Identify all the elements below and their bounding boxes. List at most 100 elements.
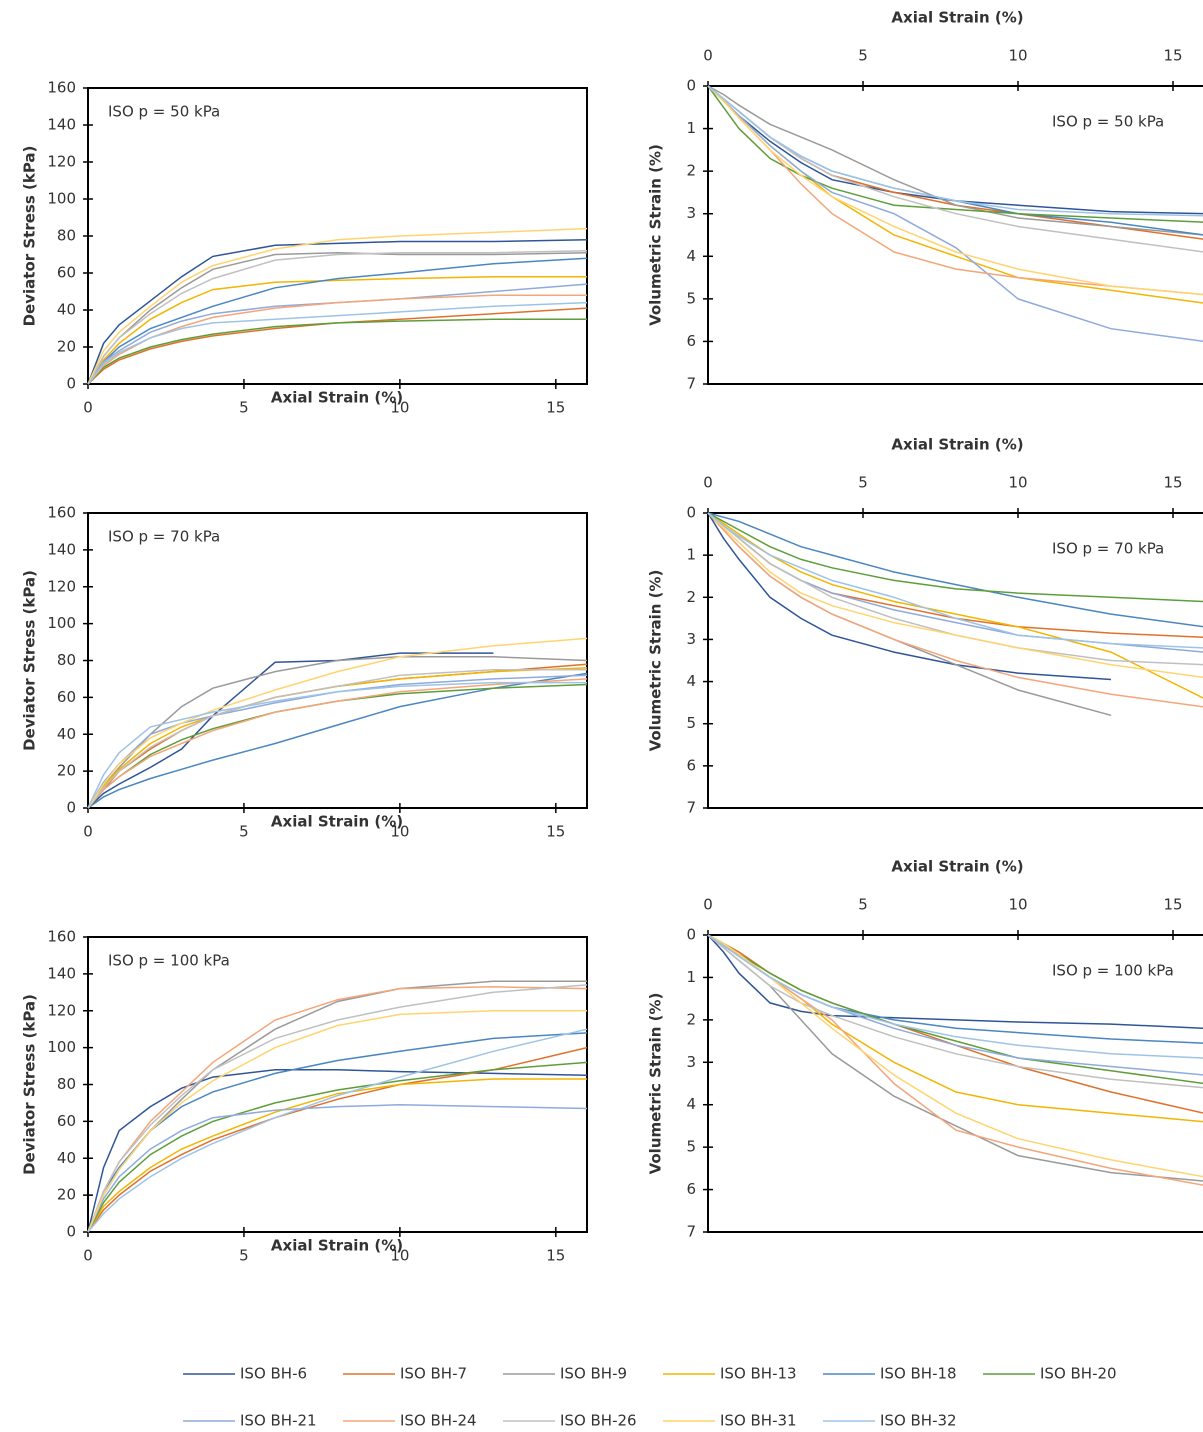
y-tick-label: 0 — [686, 504, 696, 522]
series-line — [87, 637, 588, 809]
y-tick-label: 40 — [57, 1149, 76, 1167]
y-tick-label: 2 — [686, 1010, 696, 1028]
y-tick-label: 80 — [57, 651, 76, 669]
plot-frame — [87, 87, 588, 385]
series-line — [87, 275, 587, 385]
y-tick-label: 3 — [686, 204, 696, 222]
series-line — [87, 318, 587, 385]
y-axis-title: Deviator Stress (kPa) — [21, 994, 39, 1175]
y-tick-label: 2 — [686, 588, 696, 606]
y-tick-label: 20 — [57, 762, 76, 780]
series-line — [707, 934, 1203, 1085]
series-line — [87, 283, 588, 385]
series-line — [707, 512, 1203, 708]
series-line — [87, 668, 587, 809]
y-tick-label: 5 — [686, 714, 696, 732]
x-tick-label: 5 — [239, 1247, 249, 1265]
series-line — [707, 512, 1203, 603]
x-tick-label: 15 — [1163, 474, 1182, 492]
series-line — [87, 307, 588, 385]
series-line — [707, 512, 1112, 717]
y-tick-label: 2 — [686, 162, 696, 180]
series-line — [707, 512, 1203, 699]
series-line — [707, 85, 1203, 343]
y-tick-label: 4 — [686, 672, 696, 690]
y-tick-label: 60 — [57, 688, 76, 706]
series-line — [87, 227, 588, 385]
chart: 0 20 40 60 80 100 120 140 160 0 5 10 15 Axial Strain … — [21, 504, 588, 841]
series-line — [87, 652, 494, 809]
y-tick-label: 140 — [47, 116, 76, 134]
x-axis-title: Axial Strain (%) — [891, 858, 1023, 876]
legend-label: ISO BH-18 — [880, 1365, 957, 1383]
x-tick-label: 15 — [546, 1247, 565, 1265]
annotation: ISO p = 100 kPa — [108, 952, 230, 970]
x-tick-label: 10 — [1008, 896, 1027, 914]
chart: 0 20 40 60 80 100 120 140 160 0 5 10 15 Axial Strain … — [21, 928, 588, 1265]
x-tick-label: 0 — [83, 399, 93, 417]
y-axis-title: Deviator Stress (kPa) — [21, 570, 39, 751]
series-line — [87, 1061, 588, 1233]
x-tick-label: 5 — [239, 823, 249, 841]
series-line — [87, 1028, 588, 1233]
x-tick-label: 15 — [546, 823, 565, 841]
x-axis-title: Axial Strain (%) — [891, 9, 1023, 27]
y-tick-label: 7 — [686, 375, 696, 393]
y-tick-label: 7 — [686, 1223, 696, 1241]
plot-frame — [707, 512, 1203, 809]
x-axis-title: Axial Strain (%) — [271, 1237, 403, 1255]
y-tick-label: 7 — [686, 799, 696, 817]
x-tick-label: 5 — [858, 896, 868, 914]
series-line — [87, 1046, 588, 1233]
x-tick-label: 10 — [390, 823, 409, 841]
y-tick-label: 3 — [686, 1053, 696, 1071]
x-tick-label: 5 — [858, 47, 868, 65]
series-line — [87, 257, 588, 385]
series-line — [707, 85, 1203, 217]
chart: 0 1 2 3 4 5 6 7 0 5 10 15 Axial Strain (%) Volumetric… — [647, 858, 1203, 1241]
y-tick-label: 100 — [47, 1038, 76, 1056]
y-tick-label: 3 — [686, 630, 696, 648]
y-tick-label: 20 — [57, 1186, 76, 1204]
y-axis-title: Volumetric Strain (%) — [647, 570, 665, 752]
y-tick-label: 120 — [47, 153, 76, 171]
y-tick-label: 0 — [66, 1223, 76, 1241]
x-axis-title: Axial Strain (%) — [271, 813, 403, 831]
x-tick-label: 5 — [858, 474, 868, 492]
y-tick-label: 100 — [47, 190, 76, 208]
legend-label: ISO BH-26 — [560, 1412, 637, 1430]
legend-label: ISO BH-7 — [400, 1365, 467, 1383]
series-line — [87, 1078, 587, 1233]
x-tick-label: 10 — [390, 1247, 409, 1265]
series-line — [87, 986, 588, 1233]
annotation: ISO p = 100 kPa — [1052, 962, 1174, 980]
series-line — [87, 984, 588, 1233]
series-line — [707, 934, 1203, 1089]
y-tick-label: 40 — [57, 725, 76, 743]
y-axis-title: Volumetric Strain (%) — [647, 144, 665, 326]
series-line — [87, 238, 588, 385]
y-tick-label: 6 — [686, 332, 696, 350]
series-line — [707, 512, 1203, 666]
chart: 0 20 40 60 80 100 120 140 160 0 5 10 15 Axial Strain … — [21, 79, 588, 417]
annotation: ISO p = 70 kPa — [108, 528, 220, 546]
y-tick-label: 80 — [57, 227, 76, 245]
y-tick-label: 4 — [686, 1095, 696, 1113]
y-axis-title: Volumetric Strain (%) — [647, 993, 665, 1175]
x-tick-label: 15 — [1163, 47, 1182, 65]
x-tick-label: 5 — [239, 399, 249, 417]
x-tick-label: 10 — [1008, 474, 1027, 492]
series-line — [707, 85, 1203, 223]
series-line — [87, 251, 588, 385]
series-line — [87, 1104, 588, 1233]
y-tick-label: 80 — [57, 1075, 76, 1093]
series-line — [87, 1032, 588, 1233]
legend-label: ISO BH-13 — [720, 1365, 797, 1383]
x-tick-label: 0 — [703, 896, 713, 914]
y-tick-label: 160 — [47, 79, 76, 97]
annotation: ISO p = 50 kPa — [108, 103, 220, 121]
y-tick-label: 0 — [66, 375, 76, 393]
series-line — [87, 1069, 588, 1233]
y-tick-label: 6 — [686, 756, 696, 774]
